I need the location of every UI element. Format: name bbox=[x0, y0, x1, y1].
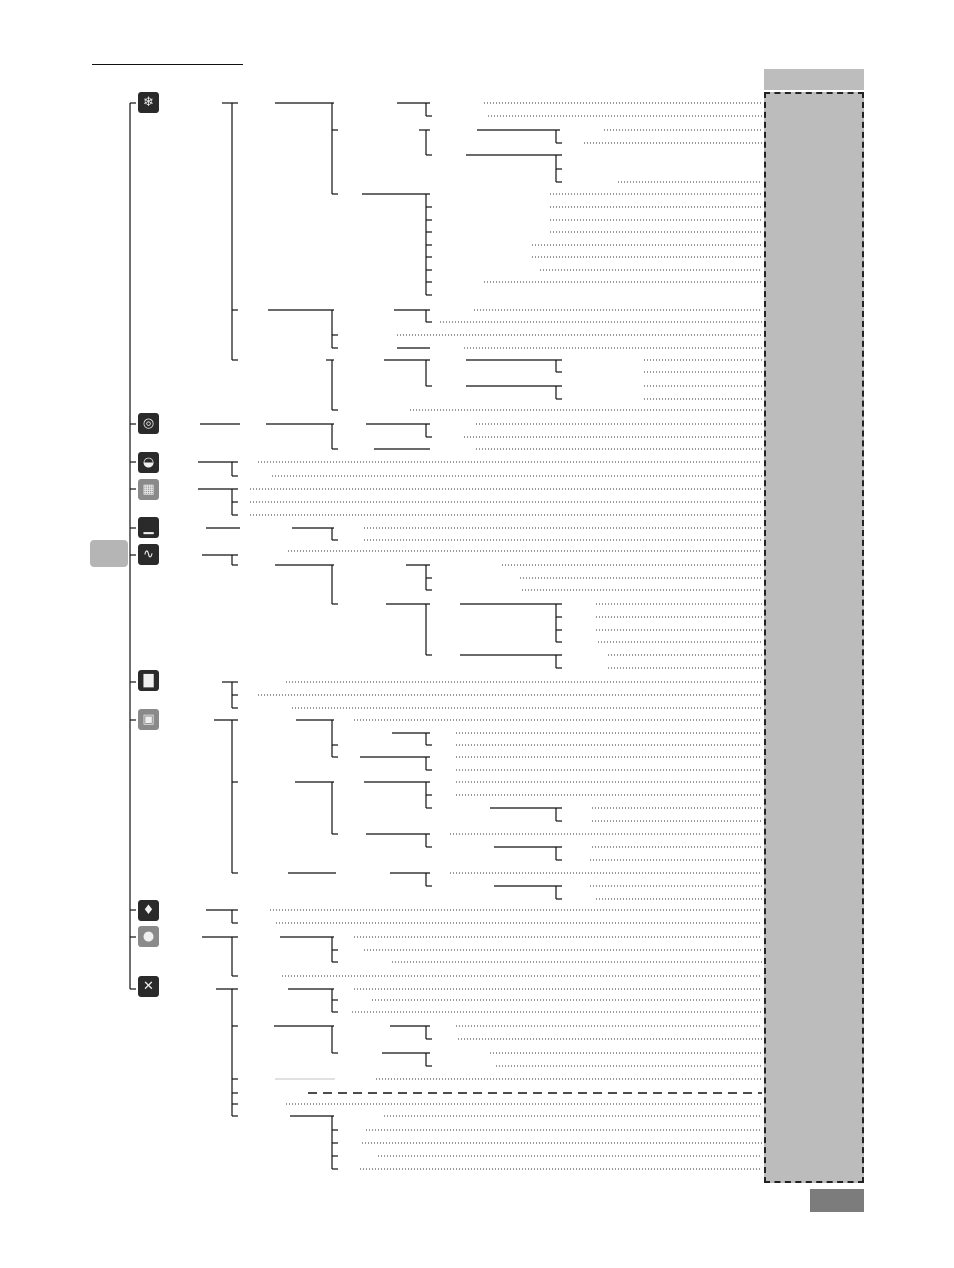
sidebar-dashed-panel bbox=[764, 92, 864, 1183]
sidebar-header bbox=[764, 69, 864, 90]
cooking-icon: ◒ bbox=[138, 452, 159, 473]
tools-icon: ✕ bbox=[138, 976, 159, 997]
lock-icon: ● bbox=[138, 926, 159, 947]
landscape-icon: ▁ bbox=[138, 517, 159, 538]
page-number-tab bbox=[810, 1189, 864, 1212]
tree-leader-lines bbox=[250, 102, 762, 1170]
tree-connectors bbox=[129, 102, 562, 1170]
fan-settings-icon: ❄ bbox=[138, 92, 159, 113]
header-rule bbox=[92, 64, 243, 65]
abc-grid-icon: ▦ bbox=[138, 479, 159, 500]
section-tab bbox=[90, 540, 128, 567]
disc-icon: ◎ bbox=[138, 413, 159, 434]
box-icon: ▣ bbox=[138, 709, 159, 730]
graph-icon: ∿ bbox=[138, 544, 159, 565]
bar-chart-icon: ▇ bbox=[138, 670, 159, 691]
lightbulb-icon: ♦ bbox=[138, 900, 159, 921]
